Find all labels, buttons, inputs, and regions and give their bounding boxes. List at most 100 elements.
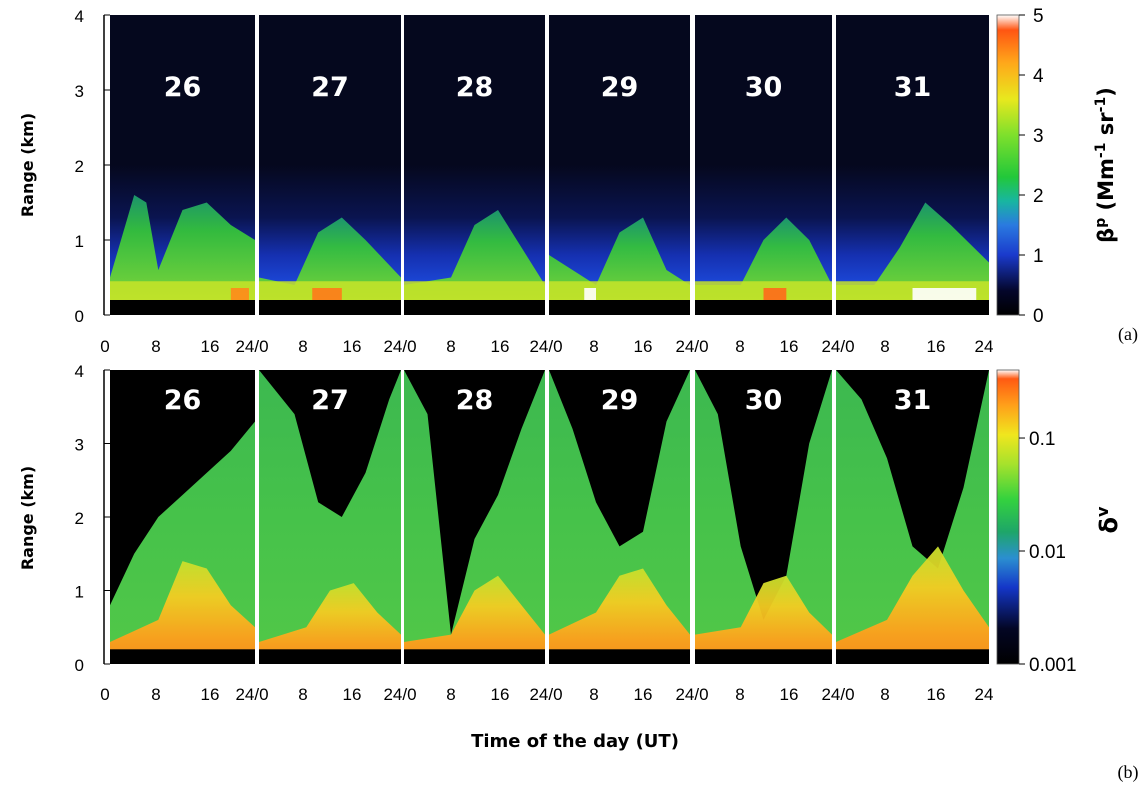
day-label: 30	[745, 385, 783, 416]
x-tick-label: 16	[491, 685, 510, 704]
day-label: 26	[164, 72, 202, 103]
x-tick-label: 16	[927, 685, 946, 704]
x-tick-label: 8	[735, 337, 744, 356]
colorbar-tick-label: 0.1	[1029, 429, 1055, 450]
y-tick-label: 1	[75, 583, 84, 602]
x-axis-title: Time of the day (UT)	[471, 731, 679, 752]
y-tick-label: 3	[75, 82, 84, 101]
x-tick-label: 24	[975, 685, 994, 704]
low-signal-region	[259, 370, 401, 517]
day-label: 31	[894, 385, 932, 416]
boundary-layer-band	[110, 281, 255, 300]
high-backscatter-patch	[312, 288, 342, 300]
x-tick-label: 24/0	[383, 337, 416, 356]
colorbar-tick-label: 3	[1033, 126, 1044, 147]
x-tick-label: 24/0	[235, 337, 268, 356]
ground-mask	[836, 300, 989, 315]
y-tick-label: 2	[75, 157, 84, 176]
high-backscatter-patch	[763, 288, 787, 300]
colorbar-tick-label: 0	[1033, 306, 1044, 327]
dust-layer	[836, 546, 989, 664]
high-backscatter-patch	[584, 288, 596, 300]
day-label: 27	[311, 72, 349, 103]
y-tick-label: 0	[75, 656, 84, 675]
x-tick-label: 16	[634, 337, 653, 356]
day-label: 29	[601, 72, 639, 103]
dust-layer	[695, 575, 832, 664]
x-tick-label: 16	[201, 685, 220, 704]
day-panel-a-27: 27	[259, 15, 401, 315]
day-label: 31	[894, 72, 932, 103]
x-tick-label: 24/0	[821, 337, 854, 356]
ground-mask	[110, 300, 255, 315]
ground-mask	[695, 300, 832, 315]
x-tick-label: 24/0	[675, 685, 708, 704]
x-tick-label: 16	[201, 337, 220, 356]
ground-mask	[695, 649, 832, 664]
y-axis-title: Range (km)	[18, 113, 37, 217]
x-tick-label: 8	[880, 685, 889, 704]
day-panel-a-28: 28	[404, 15, 545, 315]
x-tick-label: 24/0	[529, 337, 562, 356]
high-backscatter-patch	[230, 288, 249, 300]
x-tick-label: 8	[446, 685, 455, 704]
x-tick-label: 16	[927, 337, 946, 356]
ground-mask	[259, 300, 401, 315]
panel-label: (a)	[1118, 324, 1138, 345]
colorbar-tick-label: 4	[1033, 66, 1044, 87]
dust-layer	[110, 561, 255, 664]
day-label: 27	[311, 385, 349, 416]
low-signal-region	[404, 370, 545, 635]
boundary-layer-band	[404, 281, 545, 300]
day-panel-a-30: 30	[695, 15, 832, 315]
y-tick-label: 1	[75, 232, 84, 251]
x-tick-label: 16	[491, 337, 510, 356]
colorbar-tick-label: 0.001	[1029, 655, 1077, 676]
x-tick-label: 24/0	[821, 685, 854, 704]
high-backscatter-patch	[912, 288, 977, 300]
ground-mask	[259, 649, 401, 664]
x-tick-label: 16	[780, 685, 799, 704]
y-tick-label: 3	[75, 436, 84, 455]
dust-layer	[404, 575, 545, 664]
day-panel-b-27: 27	[259, 370, 401, 664]
day-panel-b-29: 29	[549, 370, 690, 664]
y-tick-label: 4	[75, 362, 84, 381]
x-tick-label: 0	[100, 685, 109, 704]
day-panel-b-26: 26	[110, 370, 255, 664]
x-tick-label: 8	[446, 337, 455, 356]
x-tick-label: 0	[100, 337, 109, 356]
low-signal-region	[110, 370, 255, 606]
x-tick-label: 8	[298, 685, 307, 704]
x-tick-label: 8	[298, 337, 307, 356]
x-tick-label: 8	[151, 685, 160, 704]
x-tick-label: 16	[780, 337, 799, 356]
y-tick-label: 0	[75, 307, 84, 326]
day-label: 29	[601, 385, 639, 416]
x-tick-label: 16	[343, 685, 362, 704]
day-panel-a-31: 31	[836, 15, 989, 315]
y-tick-label: 4	[75, 7, 84, 26]
ground-mask	[110, 649, 255, 664]
day-label: 26	[164, 385, 202, 416]
x-tick-label: 8	[735, 685, 744, 704]
x-tick-label: 24/0	[383, 685, 416, 704]
x-tick-label: 24/0	[675, 337, 708, 356]
y-tick-label: 2	[75, 509, 84, 528]
x-tick-label: 8	[151, 337, 160, 356]
ground-mask	[549, 649, 690, 664]
day-label: 28	[456, 72, 494, 103]
dust-layer	[549, 568, 690, 664]
ground-mask	[404, 300, 545, 315]
x-tick-label: 24	[975, 337, 994, 356]
x-tick-label: 8	[880, 337, 889, 356]
colorbar-title: βp (Mm-1 sr-1)	[1093, 87, 1118, 243]
x-tick-label: 8	[589, 337, 598, 356]
day-label: 28	[456, 385, 494, 416]
panel-b-depolarization: 26 27 28 29 30 31 0 1 2 3 4 Range (km) 0 8 16 24/0 8 16 24…	[18, 362, 1139, 783]
boundary-layer-band	[549, 281, 690, 300]
x-tick-label: 16	[634, 685, 653, 704]
ground-mask	[549, 300, 690, 315]
low-signal-region	[836, 370, 989, 569]
colorbar-tick-label: 2	[1033, 186, 1044, 207]
